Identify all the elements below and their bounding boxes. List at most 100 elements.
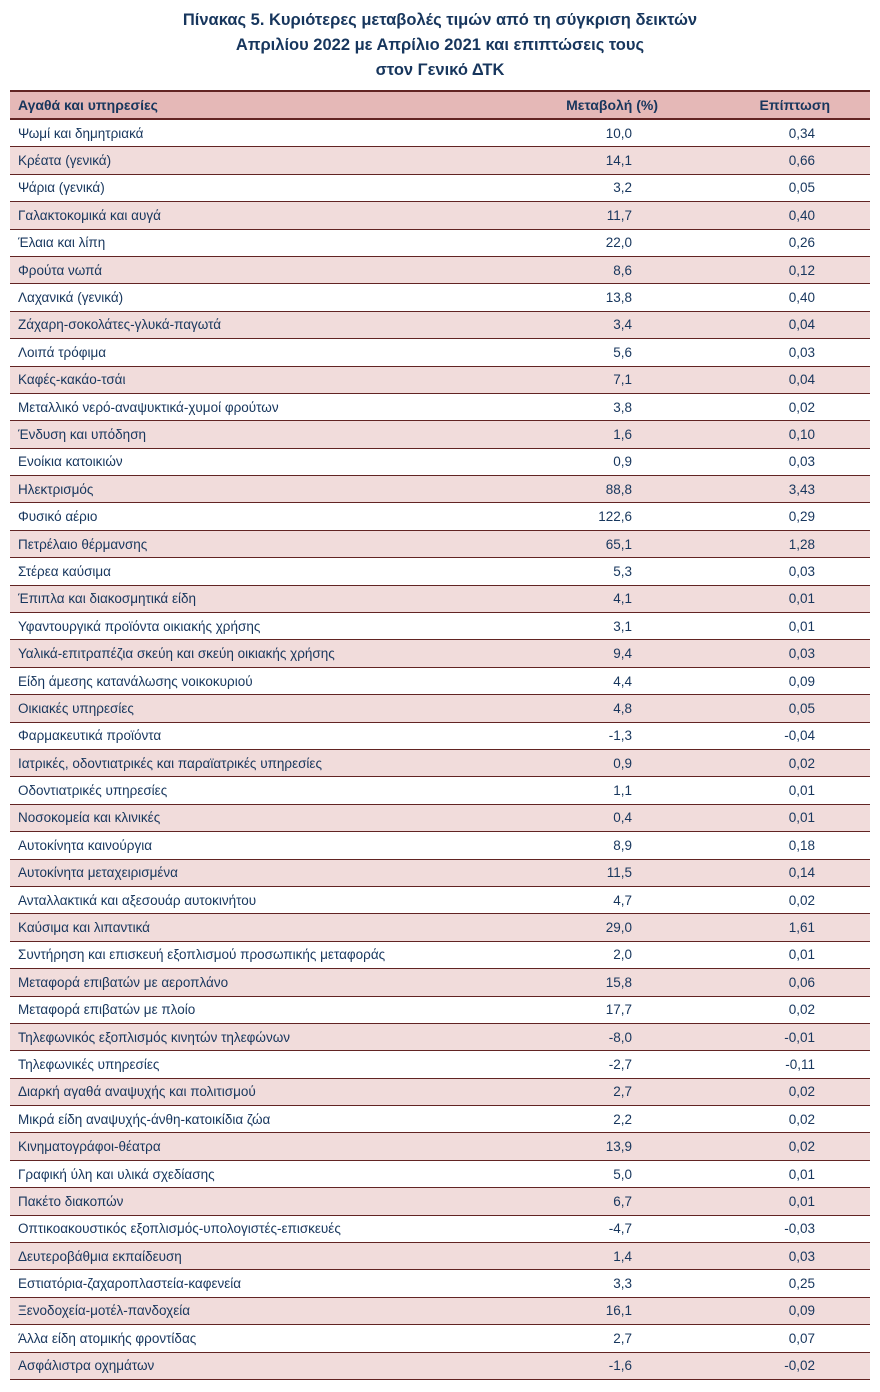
row-label: Ιατρικές, οδοντιατρικές και παραϊατρικές… [18,755,322,771]
row-label: Φαρμακευτικά προϊόντα [18,728,162,744]
row-impact: 0,29 [788,509,815,525]
table-row: Συντήρηση και επισκευή εξοπλισμού προσωπ… [10,942,870,970]
row-label: Ενοίκια κατοικιών [18,454,123,470]
row-change: 2,7 [613,1084,632,1100]
row-label: Ηλεκτρισμός [18,481,94,497]
row-impact: 0,10 [788,426,815,442]
row-impact: 0,03 [788,646,815,662]
row-impact: 0,02 [788,1139,815,1155]
table-row: Ιατρικές, οδοντιατρικές και παραϊατρικές… [10,749,870,778]
row-change: -4,7 [608,1221,632,1237]
row-label: Ξενοδοχεία-μοτέλ-πανδοχεία [18,1303,191,1319]
row-change: 13,8 [605,290,632,306]
table-title: Πίνακας 5. Κυριότερες μεταβολές τιμών απ… [0,0,880,83]
row-label: Είδη άμεσης κατανάλωσης νοικοκυριού [18,673,253,689]
row-label: Διαρκή αγαθά αναψυχής και πολιτισμού [18,1084,256,1100]
table-row: Οδοντιατρικές υπηρεσίες 1,1 0,01 [10,777,870,805]
row-impact: 0,01 [788,1193,815,1209]
table-row: Ζάχαρη-σοκολάτες-γλυκά-παγωτά 3,4 0,04 [10,311,870,340]
row-impact: 0,25 [788,1276,815,1292]
row-impact: 1,28 [788,536,815,552]
row-impact: 0,01 [788,947,815,963]
row-impact: 0,09 [788,673,815,689]
header-change-percent: Μεταβολή (%) [566,97,658,113]
table-row: Ξενοδοχεία-μοτέλ-πανδοχεία 16,1 0,09 [10,1297,870,1326]
table-row: Κινηματογράφοι-θέατρα 13,9 0,02 [10,1133,870,1161]
row-change: 1,4 [613,1248,632,1264]
row-change: 1,1 [613,783,632,799]
row-change: 0,4 [613,810,632,826]
row-impact: 0,34 [788,125,815,141]
table-row: Γραφική ύλη και υλικά σχεδίασης 5,0 0,01 [10,1161,870,1189]
row-change: 4,4 [613,673,632,689]
row-label: Μεταφορά επιβατών με αεροπλάνο [18,974,229,990]
row-label: Λοιπά τρόφιμα [18,344,107,360]
row-label: Ζάχαρη-σοκολάτες-γλυκά-παγωτά [18,317,222,333]
row-change: 3,8 [613,399,632,415]
row-label: Καύσιμα και λιπαντικά [18,920,150,936]
table-row: Άλλα είδη ατομικής φροντίδας 2,7 0,07 [10,1325,870,1353]
row-label: Ψωμί και δημητριακά [18,125,144,141]
row-change: 2,0 [613,947,632,963]
row-change: 13,9 [605,1139,632,1155]
row-change: 11,5 [606,865,632,881]
row-change: 5,6 [613,344,632,360]
row-change: 8,6 [613,262,632,278]
row-change: 11,7 [606,207,632,223]
title-line-2: Απριλίου 2022 με Απρίλιο 2021 και επιπτώ… [235,36,645,54]
title-line-1: Πίνακας 5. Κυριότερες μεταβολές τιμών απ… [182,11,698,29]
table-row: Φυσικό αέριο 122,6 0,29 [10,503,870,531]
row-impact: 0,04 [788,317,815,333]
row-impact: 0,01 [788,1166,815,1182]
table-row: Ασφάλιστρα οχημάτων -1,6 -0,02 [10,1352,870,1380]
table-row: Καύσιμα και λιπαντικά 29,0 1,61 [10,914,870,942]
row-impact: 0,02 [788,892,815,908]
row-impact: 0,07 [788,1330,815,1346]
row-change: 1,6 [613,426,632,442]
row-label: Ένδυση και υπόδηση [18,426,147,442]
price-changes-table: Αγαθά και υπηρεσίες Μεταβολή (%) Επίπτωσ… [10,90,870,1380]
row-impact: 0,05 [788,700,815,716]
table-row: Νοσοκομεία και κλινικές 0,4 0,01 [10,804,870,833]
title-line-3: στον Γενικό ΔΤΚ [375,61,505,79]
row-impact: 3,43 [788,481,815,497]
row-change: -1,3 [608,728,632,744]
row-change: -2,7 [608,1056,632,1072]
row-impact: -0,11 [785,1056,815,1072]
table-row: Μικρά είδη αναψυχής-άνθη-κατοικίδια ζώα … [10,1106,870,1134]
table-row: Αυτοκίνητα μεταχειρισμένα 11,5 0,14 [10,859,870,887]
row-impact: 0,01 [788,810,815,826]
row-change: 14,1 [605,153,632,169]
row-change: 2,7 [613,1330,632,1346]
row-change: 4,7 [613,892,632,908]
row-change: 2,2 [613,1111,632,1127]
table-row: Λαχανικά (γενικά) 13,8 0,40 [10,284,870,312]
row-impact: 0,02 [788,1111,815,1127]
row-label: Ψάρια (γενικά) [18,180,105,196]
row-impact: -0,03 [784,1221,815,1237]
table-row: Γαλακτοκομικά και αυγά 11,7 0,40 [10,202,870,230]
row-impact: 0,40 [788,207,815,223]
row-impact: 0,02 [788,399,815,415]
row-label: Άλλα είδη ατομικής φροντίδας [18,1330,197,1346]
row-change: 3,3 [613,1276,632,1292]
table-row: Ένδυση και υπόδηση 1,6 0,10 [10,421,870,449]
row-impact: 0,66 [788,153,815,169]
table-row: Πακέτο διακοπών 6,7 0,01 [10,1188,870,1216]
row-label: Φυσικό αέριο [18,509,98,525]
table-body: Ψωμί και δημητριακά 10,0 0,34 Κρέατα (γε… [10,120,870,1380]
table-row: Έπιπλα και διακοσμητικά είδη 4,1 0,01 [10,585,870,614]
row-label: Υφαντουργικά προϊόντα οικιακής χρήσης [18,618,261,634]
table-row: Τηλεφωνικός εξοπλισμός κινητών τηλεφώνων… [10,1023,870,1052]
row-label: Τηλεφωνικός εξοπλισμός κινητών τηλεφώνων [18,1029,291,1045]
row-change: 29,0 [605,920,632,936]
row-label: Εστιατόρια-ζαχαροπλαστεία-καφενεία [18,1276,242,1292]
row-impact: -0,02 [784,1358,815,1374]
row-label: Αυτοκίνητα μεταχειρισμένα [18,865,178,881]
row-change: 16,1 [605,1303,632,1319]
row-label: Οικιακές υπηρεσίες [18,700,134,716]
row-change: 17,7 [605,1002,632,1018]
table-row: Μεταλλικό νερό-αναψυκτικά-χυμοί φρούτων … [10,394,870,422]
row-impact: 0,03 [788,563,815,579]
row-change: 22,0 [605,235,632,251]
